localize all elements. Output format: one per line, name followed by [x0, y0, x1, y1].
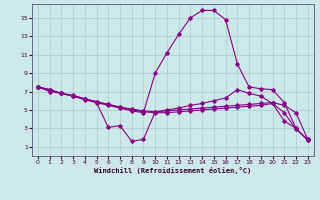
X-axis label: Windchill (Refroidissement éolien,°C): Windchill (Refroidissement éolien,°C) [94, 167, 252, 174]
